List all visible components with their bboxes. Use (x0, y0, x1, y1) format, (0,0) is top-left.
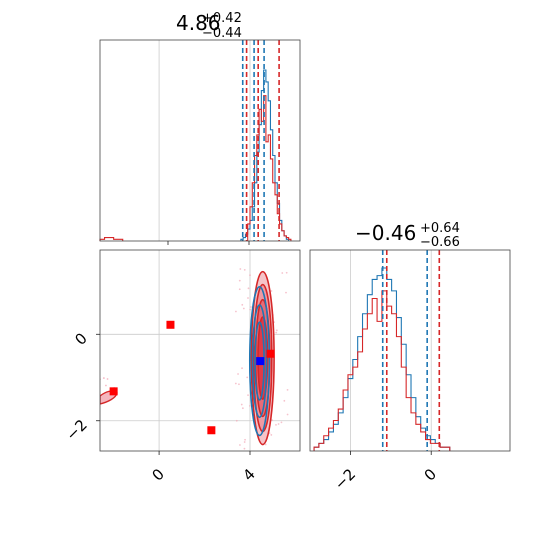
sample-dot (246, 376, 249, 379)
sample-dot (247, 394, 249, 396)
sample-dot (242, 307, 245, 310)
sample-dot (275, 329, 278, 332)
sample-dot (283, 399, 286, 402)
panel-top-left: 4.86 +0.42 −0.44 (99, 11, 301, 245)
sample-dot (270, 434, 273, 436)
red-histogram-tail (99, 237, 124, 241)
sample-dot (238, 288, 241, 291)
sample-dot (243, 447, 246, 450)
bottom-left-xtick-label: 0 (148, 465, 167, 484)
bottom-right-title-minus: −0.66 (420, 235, 460, 250)
sample-dot (243, 441, 246, 443)
sample-dot (241, 367, 243, 370)
bottom-left-y-ticks: 0 −2 (62, 329, 100, 444)
bottom-right-title-plus: +0.64 (420, 221, 460, 236)
red-marker (266, 349, 275, 358)
sample-dot (275, 331, 278, 334)
sample-dot (275, 424, 277, 426)
top-left-title-minus: −0.44 (202, 26, 242, 41)
red-histogram (313, 290, 451, 451)
sample-dot (286, 388, 289, 391)
sample-dot (247, 297, 249, 299)
bottom-left-ytick-label: −2 (62, 416, 90, 444)
sample-dot (234, 382, 237, 385)
top-left-frame (99, 39, 301, 242)
title-value: −0.46 (355, 221, 416, 245)
sample-dot (244, 438, 246, 441)
panel-bottom-right: −2 0 −0.46 +0.64 −0.66 (309, 221, 511, 493)
blue-marker (256, 357, 265, 366)
bottom-right-quantile-lines (381, 250, 441, 451)
sample-dot (281, 272, 284, 274)
sample-dot (271, 419, 274, 422)
sample-dot (235, 419, 238, 422)
sample-dot (235, 310, 237, 313)
bottom-right-xtick-label: −2 (331, 465, 359, 493)
sample-dot (102, 377, 105, 379)
sample-dot (238, 383, 240, 386)
bottom-right-histograms (313, 267, 451, 451)
sample-dot (248, 404, 251, 407)
blue-contour-level (248, 285, 271, 437)
bottom-right-x-ticks: −2 0 (331, 451, 440, 493)
sample-dot (285, 271, 288, 274)
bottom-right-grid (350, 250, 432, 451)
title-value: 4.86 (176, 11, 221, 35)
sample-dot (277, 423, 280, 425)
sample-dot (106, 378, 109, 380)
top-left-grid (158, 40, 251, 241)
sample-dot (249, 274, 251, 277)
sample-dot (241, 407, 244, 410)
sample-dot (238, 279, 241, 282)
top-left-title: 4.86 (176, 11, 221, 35)
red-marker (166, 320, 175, 329)
sample-dot (286, 413, 289, 416)
sample-dot (243, 269, 246, 271)
blue-contour-level (251, 304, 268, 419)
bottom-right-xtick-label: 0 (421, 465, 440, 484)
top-left-title-plus: +0.42 (202, 11, 242, 26)
top-left-histograms (99, 69, 292, 241)
sample-dot (264, 443, 267, 446)
bottom-left-ytick-label: 0 (71, 329, 90, 348)
sample-dot (237, 373, 239, 375)
sample-dot (247, 287, 250, 290)
bottom-left-frame (99, 249, 301, 452)
bottom-left-markers (109, 320, 275, 435)
bottom-left-xtick-label: 4 (239, 465, 258, 484)
sample-dot (105, 384, 107, 387)
bottom-right-title: −0.46 (355, 221, 416, 245)
top-left-quantile-lines (241, 40, 280, 241)
sample-dot (239, 444, 241, 446)
sample-dot (270, 290, 273, 292)
sample-dot (280, 421, 283, 424)
sample-dot (241, 303, 244, 306)
sample-dot (249, 308, 252, 311)
sample-dot (239, 268, 242, 270)
sample-dot (250, 306, 252, 308)
bottom-right-frame (309, 249, 511, 452)
red-marker (207, 426, 216, 435)
sample-dot (240, 403, 243, 406)
sample-dot (285, 291, 287, 294)
red-marker (109, 387, 118, 396)
sample-dot (97, 390, 99, 392)
